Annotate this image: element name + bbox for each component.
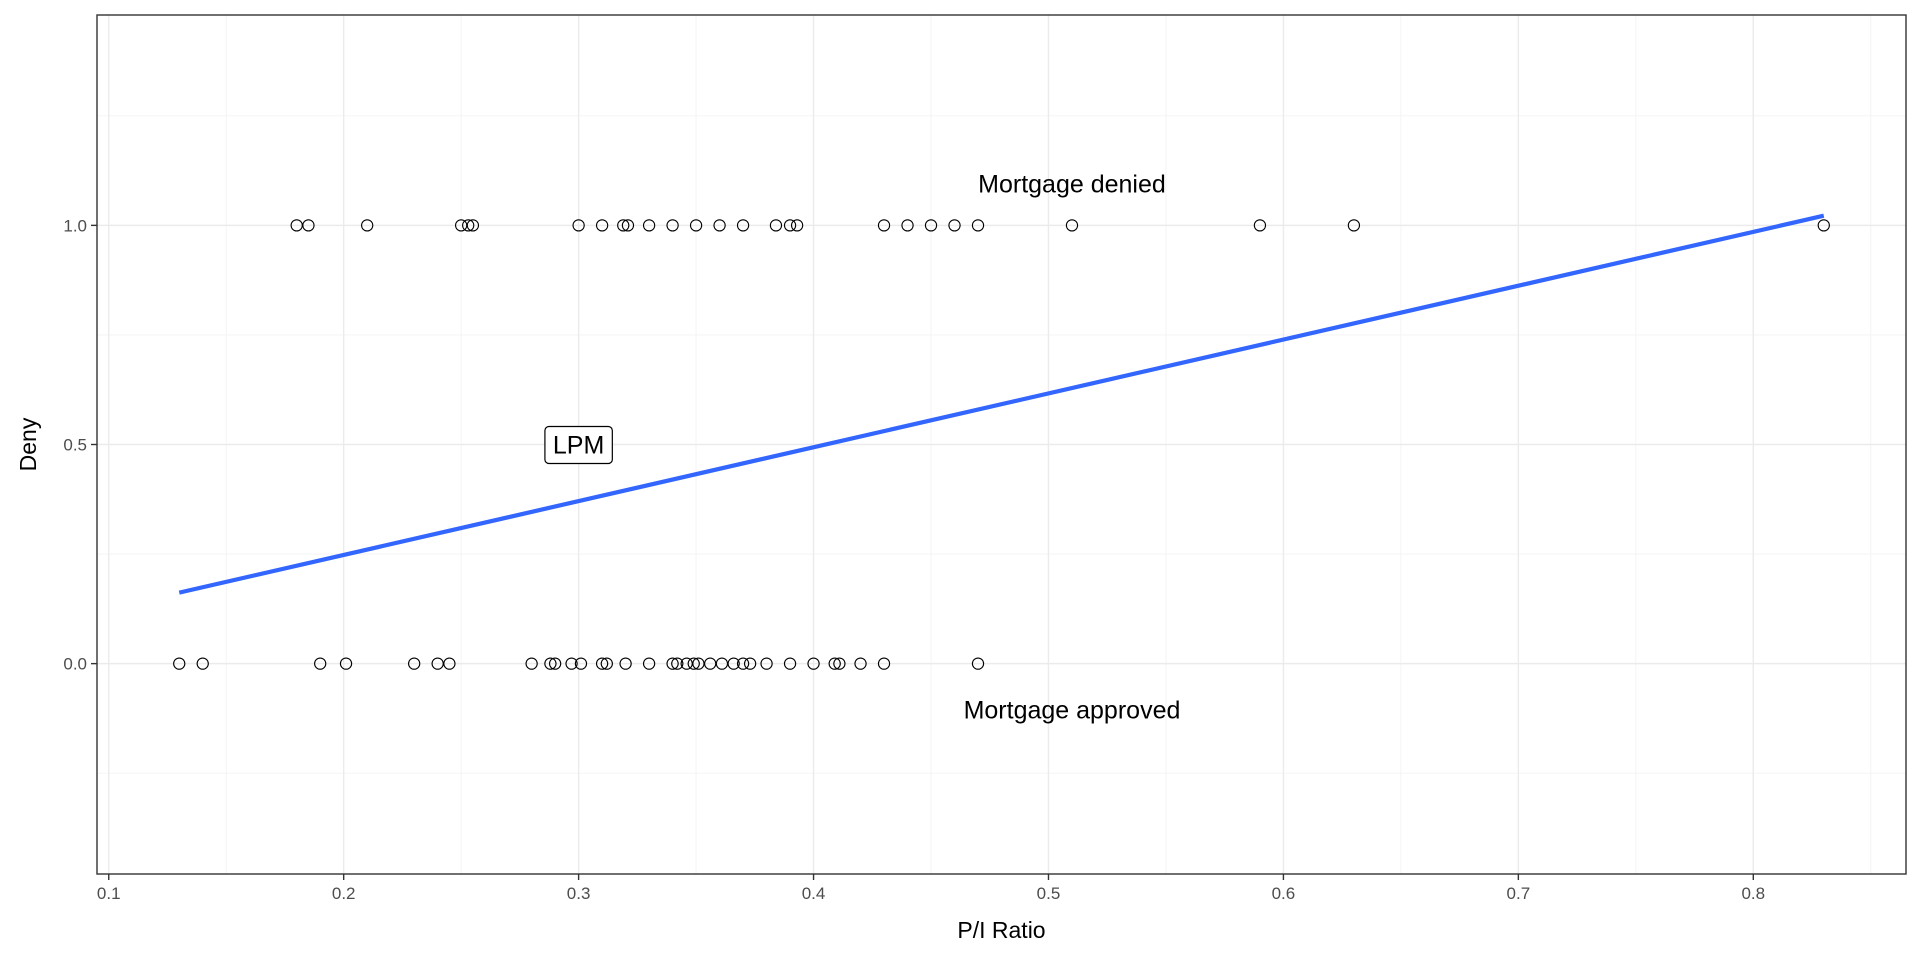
annotation-mortgage-denied: Mortgage denied bbox=[978, 171, 1166, 199]
y-tick-label: 0.5 bbox=[63, 436, 87, 455]
data-point-denied bbox=[621, 219, 635, 232]
x-tick-label: 0.1 bbox=[97, 884, 121, 903]
major-gridlines bbox=[97, 15, 1906, 874]
data-point-denied bbox=[666, 219, 679, 232]
data-point-denied bbox=[901, 219, 914, 232]
data-point-denied bbox=[1253, 219, 1267, 232]
x-axis-title: P/I Ratio bbox=[957, 917, 1045, 943]
data-point-approved bbox=[548, 657, 562, 670]
data-point-approved bbox=[314, 657, 327, 670]
data-point-approved bbox=[544, 657, 557, 670]
data-point-approved bbox=[443, 657, 456, 670]
x-axis: 0.1 0.2 0.3 0.4 0.5 0.6 0.7 0.8 bbox=[97, 874, 1765, 903]
data-point-denied bbox=[689, 219, 703, 232]
data-point-approved bbox=[736, 657, 750, 670]
data-point-denied bbox=[877, 219, 891, 232]
x-tick-label: 0.7 bbox=[1507, 884, 1531, 903]
x-tick-label: 0.5 bbox=[1037, 884, 1061, 903]
y-axis: 0.0 0.5 1.0 bbox=[63, 216, 97, 674]
data-point-approved bbox=[743, 657, 757, 670]
x-tick-label: 0.2 bbox=[332, 884, 356, 903]
data-point-approved bbox=[595, 657, 609, 670]
data-point-approved bbox=[971, 657, 985, 670]
data-point-denied bbox=[302, 219, 315, 232]
data-point-denied bbox=[572, 219, 585, 232]
annotation-layer: Mortgage denied Mortgage approved LPM bbox=[544, 171, 1181, 725]
x-tick-label: 0.8 bbox=[1741, 884, 1765, 903]
data-point-approved bbox=[339, 657, 353, 670]
data-point-approved bbox=[666, 657, 679, 670]
series-layer bbox=[173, 213, 1830, 670]
data-point-denied bbox=[971, 219, 985, 232]
plot-panel: Mortgage denied Mortgage approved LPM bbox=[96, 14, 1907, 875]
data-point-denied bbox=[948, 219, 961, 232]
data-point-approved bbox=[760, 657, 773, 670]
data-point-denied bbox=[462, 219, 475, 232]
data-point-approved bbox=[687, 657, 700, 670]
data-point-denied bbox=[466, 219, 480, 232]
data-point-approved bbox=[828, 657, 841, 670]
lpm-fit-line bbox=[178, 213, 1825, 595]
y-tick-label: 1.0 bbox=[63, 216, 87, 235]
data-point-approved bbox=[877, 657, 891, 670]
data-point-denied bbox=[1817, 219, 1830, 232]
data-point-denied bbox=[790, 219, 804, 232]
data-point-denied bbox=[736, 219, 750, 232]
data-point-approved bbox=[833, 657, 846, 670]
data-point-denied bbox=[617, 219, 630, 232]
data-point-denied bbox=[783, 219, 797, 232]
data-point-denied bbox=[361, 219, 374, 232]
data-point-denied bbox=[713, 219, 726, 232]
data-point-approved bbox=[196, 657, 209, 670]
data-point-denied bbox=[924, 219, 938, 232]
data-point-denied bbox=[769, 219, 783, 232]
data-point-approved bbox=[408, 657, 421, 670]
y-tick-label: 0.0 bbox=[63, 655, 87, 674]
data-point-approved bbox=[671, 657, 684, 670]
data-point-approved bbox=[854, 657, 867, 670]
data-point-approved bbox=[173, 657, 186, 670]
data-point-denied bbox=[1065, 219, 1079, 232]
x-tick-label: 0.3 bbox=[567, 884, 591, 903]
data-point-approved bbox=[642, 657, 656, 670]
annotation-lpm: LPM bbox=[553, 432, 604, 460]
x-tick-label: 0.4 bbox=[802, 884, 826, 903]
data-point-approved bbox=[727, 657, 740, 670]
data-point-approved bbox=[574, 657, 588, 670]
annotation-mortgage-approved: Mortgage approved bbox=[964, 697, 1181, 725]
data-point-approved bbox=[565, 657, 578, 670]
data-point-denied bbox=[1347, 219, 1361, 232]
data-point-denied bbox=[642, 219, 656, 232]
y-axis-title: Deny bbox=[15, 417, 41, 471]
data-point-denied bbox=[595, 219, 609, 232]
data-point-approved bbox=[783, 657, 797, 670]
x-tick-label: 0.6 bbox=[1272, 884, 1296, 903]
data-point-approved bbox=[619, 657, 632, 670]
data-point-approved bbox=[807, 657, 820, 670]
data-point-approved bbox=[600, 657, 613, 670]
annotation-lpm-box bbox=[544, 425, 613, 465]
data-point-approved bbox=[525, 657, 538, 670]
